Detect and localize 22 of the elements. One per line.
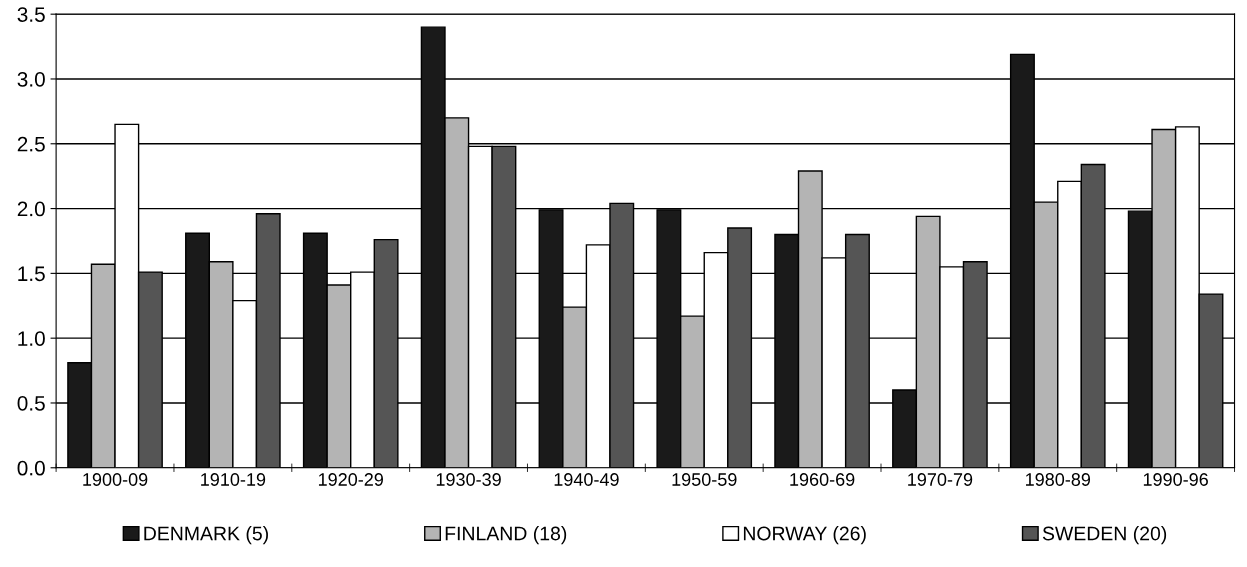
x-tick-label: 1930-39 [436, 473, 501, 486]
y-tick-label: 3.5 [17, 7, 45, 22]
y-tick-label: 0.5 [17, 395, 45, 411]
legend-label: FINLAND (18) [445, 526, 567, 545]
x-tick-label: 1970-79 [908, 473, 973, 486]
y-tick-label: 2.5 [17, 136, 45, 152]
y-tick-label: 3.0 [17, 71, 45, 87]
legend-label: NORWAY (26) [743, 526, 866, 545]
x-tick-label: 1910-19 [201, 473, 266, 486]
y-tick-label: 2.0 [17, 201, 45, 217]
legend-label: DENMARK (5) [144, 526, 268, 545]
y-tick-label: 1.0 [18, 331, 45, 346]
x-tick-label: 1940-49 [554, 473, 619, 486]
x-tick-label: 1950-59 [672, 473, 737, 486]
x-tick-label: 1960-69 [790, 473, 855, 486]
x-tick-label: 1990-96 [1143, 473, 1208, 486]
x-tick-label: 1920-29 [318, 473, 383, 486]
y-tick-label: 1.5 [18, 266, 45, 282]
x-tick-label: 1980-89 [1026, 473, 1091, 486]
x-tick-label: 1900-09 [83, 473, 148, 486]
y-tick-label: 0.0 [17, 460, 45, 476]
legend-label: SWEDEN (20) [1042, 526, 1167, 545]
